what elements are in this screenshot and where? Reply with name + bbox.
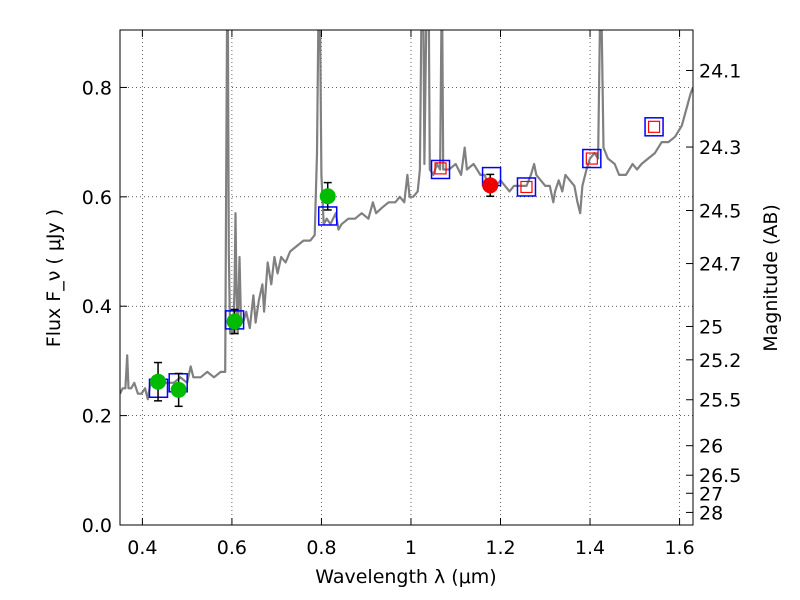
x-tick-label: 1 [405, 537, 417, 559]
y2-tick-label: 24.1 [699, 60, 741, 82]
x-tick-label: 0.6 [217, 537, 247, 559]
y-tick-label: 0.0 [82, 515, 112, 537]
y-axis-ticks: 0.0 0.2 0.4 0.6 0.8 [82, 77, 127, 537]
y2-tick-label: 25.2 [699, 350, 741, 372]
x-tick-label: 1.6 [664, 537, 694, 559]
observed-flux-point [226, 313, 243, 330]
y2-tick-label: 27 [699, 483, 723, 505]
x-tick-label: 1.2 [485, 537, 515, 559]
upper-limit-point [647, 120, 661, 133]
photometry-markers [148, 117, 664, 408]
upper-limit-point [434, 162, 447, 175]
y-tick-label: 0.6 [82, 187, 112, 209]
observed-flux-point [319, 188, 336, 205]
model-photometry-point [644, 117, 664, 137]
x-axis-title: Wavelength λ (μm) [315, 566, 496, 588]
y2-tick-label: 26 [699, 436, 723, 458]
x-tick-label: 0.4 [127, 537, 157, 559]
y-axis-title: Flux F_ν ( μJy ) [43, 209, 65, 347]
model-photometry-point [516, 177, 537, 197]
y2-tick-label: 25 [699, 316, 723, 338]
y2-tick-label: 25.5 [699, 390, 741, 412]
y2-tick-label: 24.7 [699, 254, 741, 276]
observed-flux-point [170, 381, 187, 398]
x-axis-ticks: 0.4 0.6 0.8 1 1.2 1.4 1.6 [127, 30, 695, 559]
spectrum-line [120, 30, 693, 401]
upper-limit-point [585, 152, 598, 165]
grid-lines [120, 30, 693, 526]
y2-tick-label: 28 [699, 502, 723, 524]
upper-limit-point [520, 180, 533, 194]
y-tick-label: 0.8 [82, 77, 112, 99]
observed-flux-point [482, 177, 499, 194]
model-photometry-point [430, 159, 451, 180]
y-tick-label: 0.2 [82, 406, 112, 428]
y2-tick-label: 26.5 [699, 465, 741, 487]
y2-axis-title: Magnitude (AB) [760, 204, 782, 352]
y2-tick-label: 24.5 [699, 200, 741, 222]
observed-flux-point [150, 373, 167, 390]
model-photometry-point [582, 148, 602, 169]
y-tick-label: 0.4 [82, 296, 112, 318]
y2-tick-label: 24.3 [699, 137, 741, 159]
plot-frame [119, 29, 694, 526]
x-tick-label: 1.4 [575, 537, 605, 559]
spectrum-series [120, 30, 693, 401]
x-tick-label: 0.8 [306, 537, 336, 559]
